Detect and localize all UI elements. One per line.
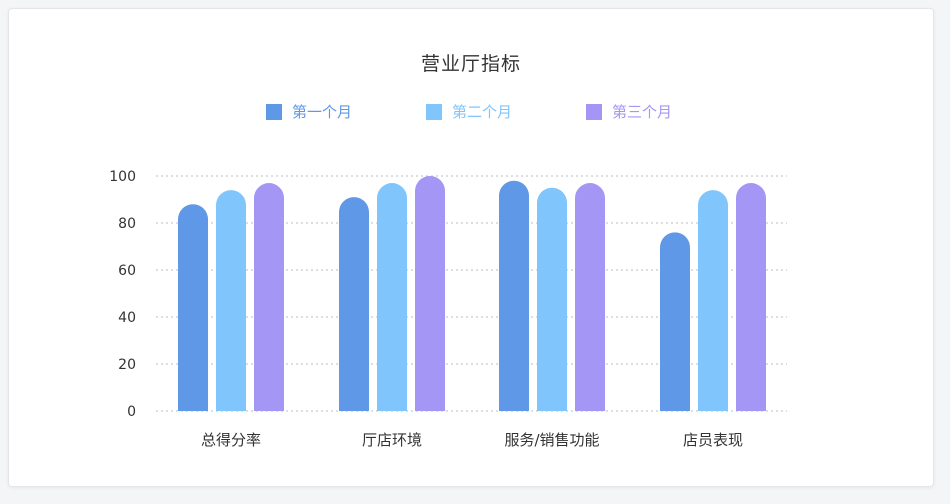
x-category-label: 总得分率 — [201, 431, 261, 449]
legend-swatch — [586, 103, 602, 120]
bar — [216, 190, 246, 411]
bar — [736, 183, 766, 411]
legend-item[interactable]: 第三个月 — [586, 101, 672, 122]
bar — [415, 176, 445, 411]
x-category-label: 厅店环境 — [362, 431, 422, 449]
chart-card: 营业厅指标 第一个月 第二个月 第三个月 — [8, 8, 934, 487]
x-category-label: 店员表现 — [683, 431, 743, 449]
legend-item[interactable]: 第二个月 — [426, 101, 512, 122]
legend-label: 第三个月 — [612, 103, 673, 121]
legend-swatch — [426, 103, 442, 120]
bar — [178, 204, 208, 411]
y-tick-label: 0 — [127, 404, 136, 420]
bar — [377, 183, 407, 411]
legend-label: 第一个月 — [292, 103, 353, 121]
bar — [499, 180, 529, 411]
y-tick-label: 60 — [118, 263, 136, 279]
y-tick-label: 100 — [109, 169, 136, 185]
bar — [254, 183, 284, 411]
y-tick-label: 20 — [118, 357, 136, 373]
legend-swatch — [266, 103, 282, 120]
bar — [698, 190, 728, 411]
bar — [339, 197, 369, 411]
bar — [660, 232, 690, 411]
legend-item[interactable]: 第一个月 — [266, 101, 352, 122]
chart-title: 营业厅指标 — [420, 53, 521, 75]
y-tick-label: 40 — [118, 310, 136, 326]
bar — [575, 183, 605, 411]
x-category-label: 服务/销售功能 — [504, 431, 599, 449]
y-tick-label: 80 — [118, 216, 136, 232]
legend-label: 第二个月 — [452, 103, 513, 121]
bar — [537, 187, 567, 411]
